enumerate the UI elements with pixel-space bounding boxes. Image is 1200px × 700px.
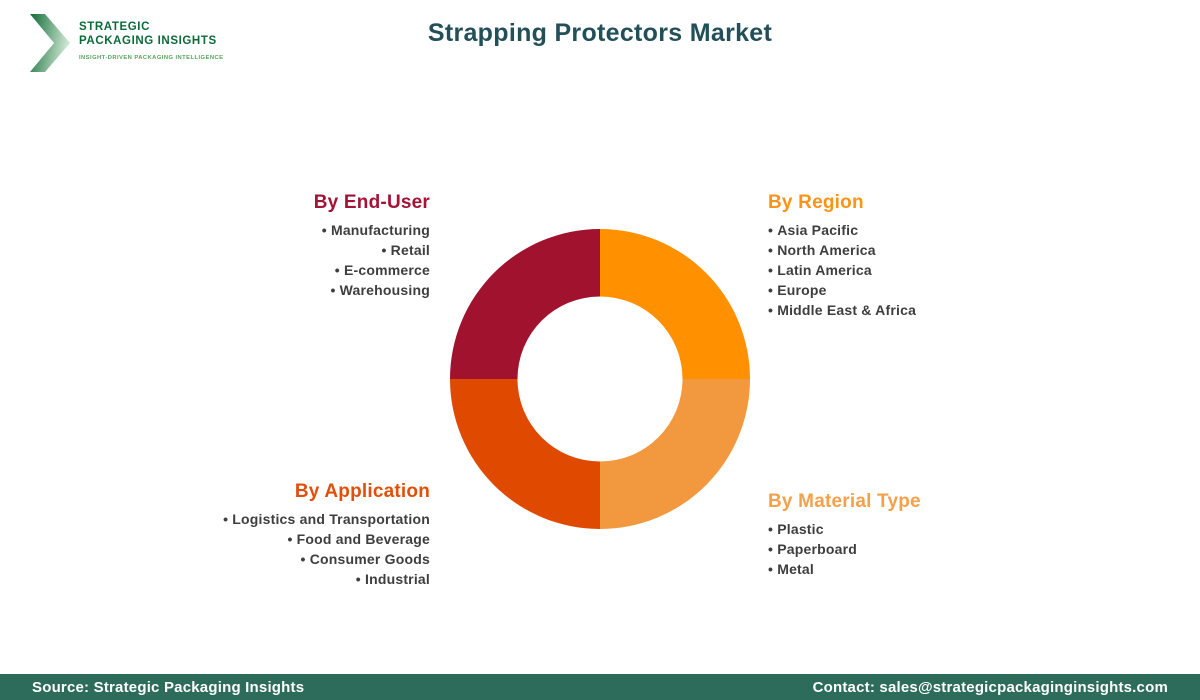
logo-title-line1: STRATEGIC: [79, 21, 150, 33]
list-item: Asia Pacific: [768, 220, 916, 240]
list-item: Europe: [768, 280, 916, 300]
logo-tagline: INSIGHT-DRIVEN PACKAGING INTELLIGENCE: [79, 55, 224, 61]
donut-segment-by-material-type: [600, 379, 750, 529]
logo-chevron-icon: [30, 14, 70, 72]
list-item: Logistics and Transportation: [223, 509, 430, 529]
segment-heading: By Region: [768, 192, 864, 213]
footer: Source: Strategic Packaging Insights Con…: [0, 674, 1200, 700]
list-item: Manufacturing: [314, 220, 430, 240]
list-item: Consumer Goods: [223, 549, 430, 569]
segment-heading: By Application: [294, 481, 430, 502]
segment-group-region: By Region Asia PacificNorth AmericaLatin…: [768, 192, 916, 320]
segment-list: Asia PacificNorth AmericaLatin AmericaEu…: [768, 220, 916, 320]
segment-list: ManufacturingRetailE-commerceWarehousing: [314, 220, 430, 300]
segment-group-end-user: By End-User ManufacturingRetailE-commerc…: [314, 192, 430, 300]
logo-title-line2: PACKAGING INSIGHTS: [79, 35, 217, 47]
donut-segment-by-end-user: [450, 229, 600, 379]
donut-segment-by-region: [600, 229, 750, 379]
donut-chart: [450, 229, 750, 529]
segment-group-material: By Material Type PlasticPaperboardMetal: [768, 491, 921, 579]
list-item: Warehousing: [314, 280, 430, 300]
segment-heading: By Material Type: [768, 491, 921, 512]
list-item: Middle East & Africa: [768, 300, 916, 320]
list-item: Food and Beverage: [223, 529, 430, 549]
list-item: Plastic: [768, 519, 921, 539]
list-item: Paperboard: [768, 539, 921, 559]
logo-text: STRATEGIC PACKAGING INSIGHTS INSIGHT-DRI…: [79, 12, 223, 61]
logo: STRATEGIC PACKAGING INSIGHTS INSIGHT-DRI…: [30, 12, 223, 72]
list-item: E-commerce: [314, 260, 430, 280]
footer-source: Source: Strategic Packaging Insights: [32, 678, 305, 696]
donut-segment-by-application: [450, 379, 600, 529]
list-item: Metal: [768, 559, 921, 579]
segment-list: Logistics and TransportationFood and Bev…: [223, 509, 430, 589]
page-title: Strapping Protectors Market: [427, 19, 773, 47]
list-item: North America: [768, 240, 916, 260]
list-item: Industrial: [223, 569, 430, 589]
segment-group-application: By Application Logistics and Transportat…: [223, 481, 430, 589]
list-item: Latin America: [768, 260, 916, 280]
segment-heading: By End-User: [313, 192, 430, 213]
segment-list: PlasticPaperboardMetal: [768, 519, 921, 579]
list-item: Retail: [314, 240, 430, 260]
footer-contact-email[interactable]: Contact: sales@strategicpackaginginsight…: [812, 678, 1168, 696]
